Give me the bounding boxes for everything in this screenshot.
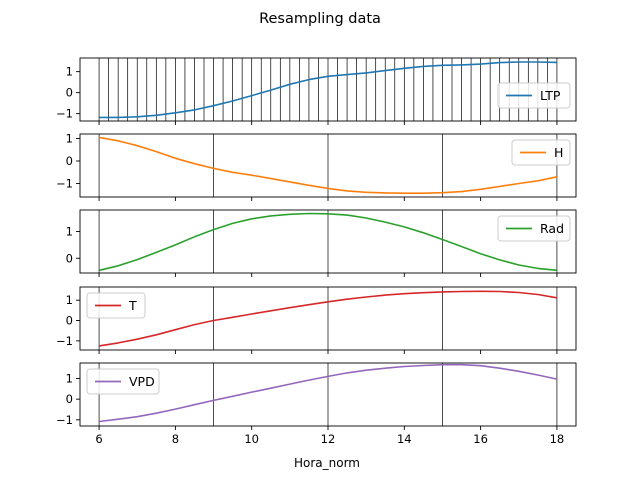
legend: Rad	[497, 215, 571, 242]
series-line-VPD	[99, 363, 558, 423]
series-line-H	[98, 136, 558, 194]
subplot-3: 0 1 Rad	[66, 209, 577, 277]
legend-box	[497, 215, 571, 242]
legend: H	[511, 139, 571, 166]
series-line-T	[98, 290, 558, 347]
legend: T	[86, 292, 146, 319]
x-tick-label: 18	[550, 432, 565, 446]
y-tick-label: −1	[56, 107, 73, 121]
legend-label: H	[554, 145, 563, 160]
legend-box	[497, 82, 571, 109]
series-line-LTP	[99, 61, 557, 119]
y-tick-label: 1	[66, 65, 73, 79]
legend-label: T	[128, 298, 137, 313]
x-tick-label: 14	[397, 432, 412, 446]
y-tick-label: 1	[66, 371, 73, 385]
x-tick-label: 12	[321, 432, 336, 446]
subplot-1: −1 0 1 LTP	[56, 57, 577, 125]
legend-label: VPD	[129, 374, 155, 389]
y-tick-label: −1	[56, 177, 73, 191]
legend: VPD	[86, 368, 160, 395]
legend: LTP	[497, 82, 571, 109]
y-tick-label: 0	[66, 154, 73, 168]
x-tick-label: 8	[172, 432, 179, 446]
y-tick-label: 1	[66, 132, 73, 146]
subplot-4: −1 0 1 T	[56, 286, 577, 354]
series-line-Rad	[98, 212, 557, 272]
legend-label: LTP	[540, 88, 561, 103]
y-tick-label: 0	[66, 86, 73, 100]
y-tick-label: 0	[66, 392, 73, 406]
y-tick-label: −1	[56, 334, 73, 348]
x-tick-label: 16	[473, 432, 488, 446]
x-tick-label: 10	[244, 432, 259, 446]
y-tick-label: 0	[66, 314, 73, 328]
subplot-2: −1 0 1 H	[56, 132, 577, 201]
figure-title: Resampling data	[259, 11, 381, 27]
y-tick-label: 0	[66, 251, 73, 265]
y-tick-label: 1	[66, 224, 73, 238]
y-tick-label: 1	[66, 293, 73, 307]
x-axis-label: Hora_norm	[294, 456, 360, 470]
y-tick-label: −1	[56, 413, 73, 427]
legend-label: Rad	[540, 221, 564, 236]
legend-box	[86, 368, 160, 395]
x-tick-label: 6	[95, 432, 102, 446]
